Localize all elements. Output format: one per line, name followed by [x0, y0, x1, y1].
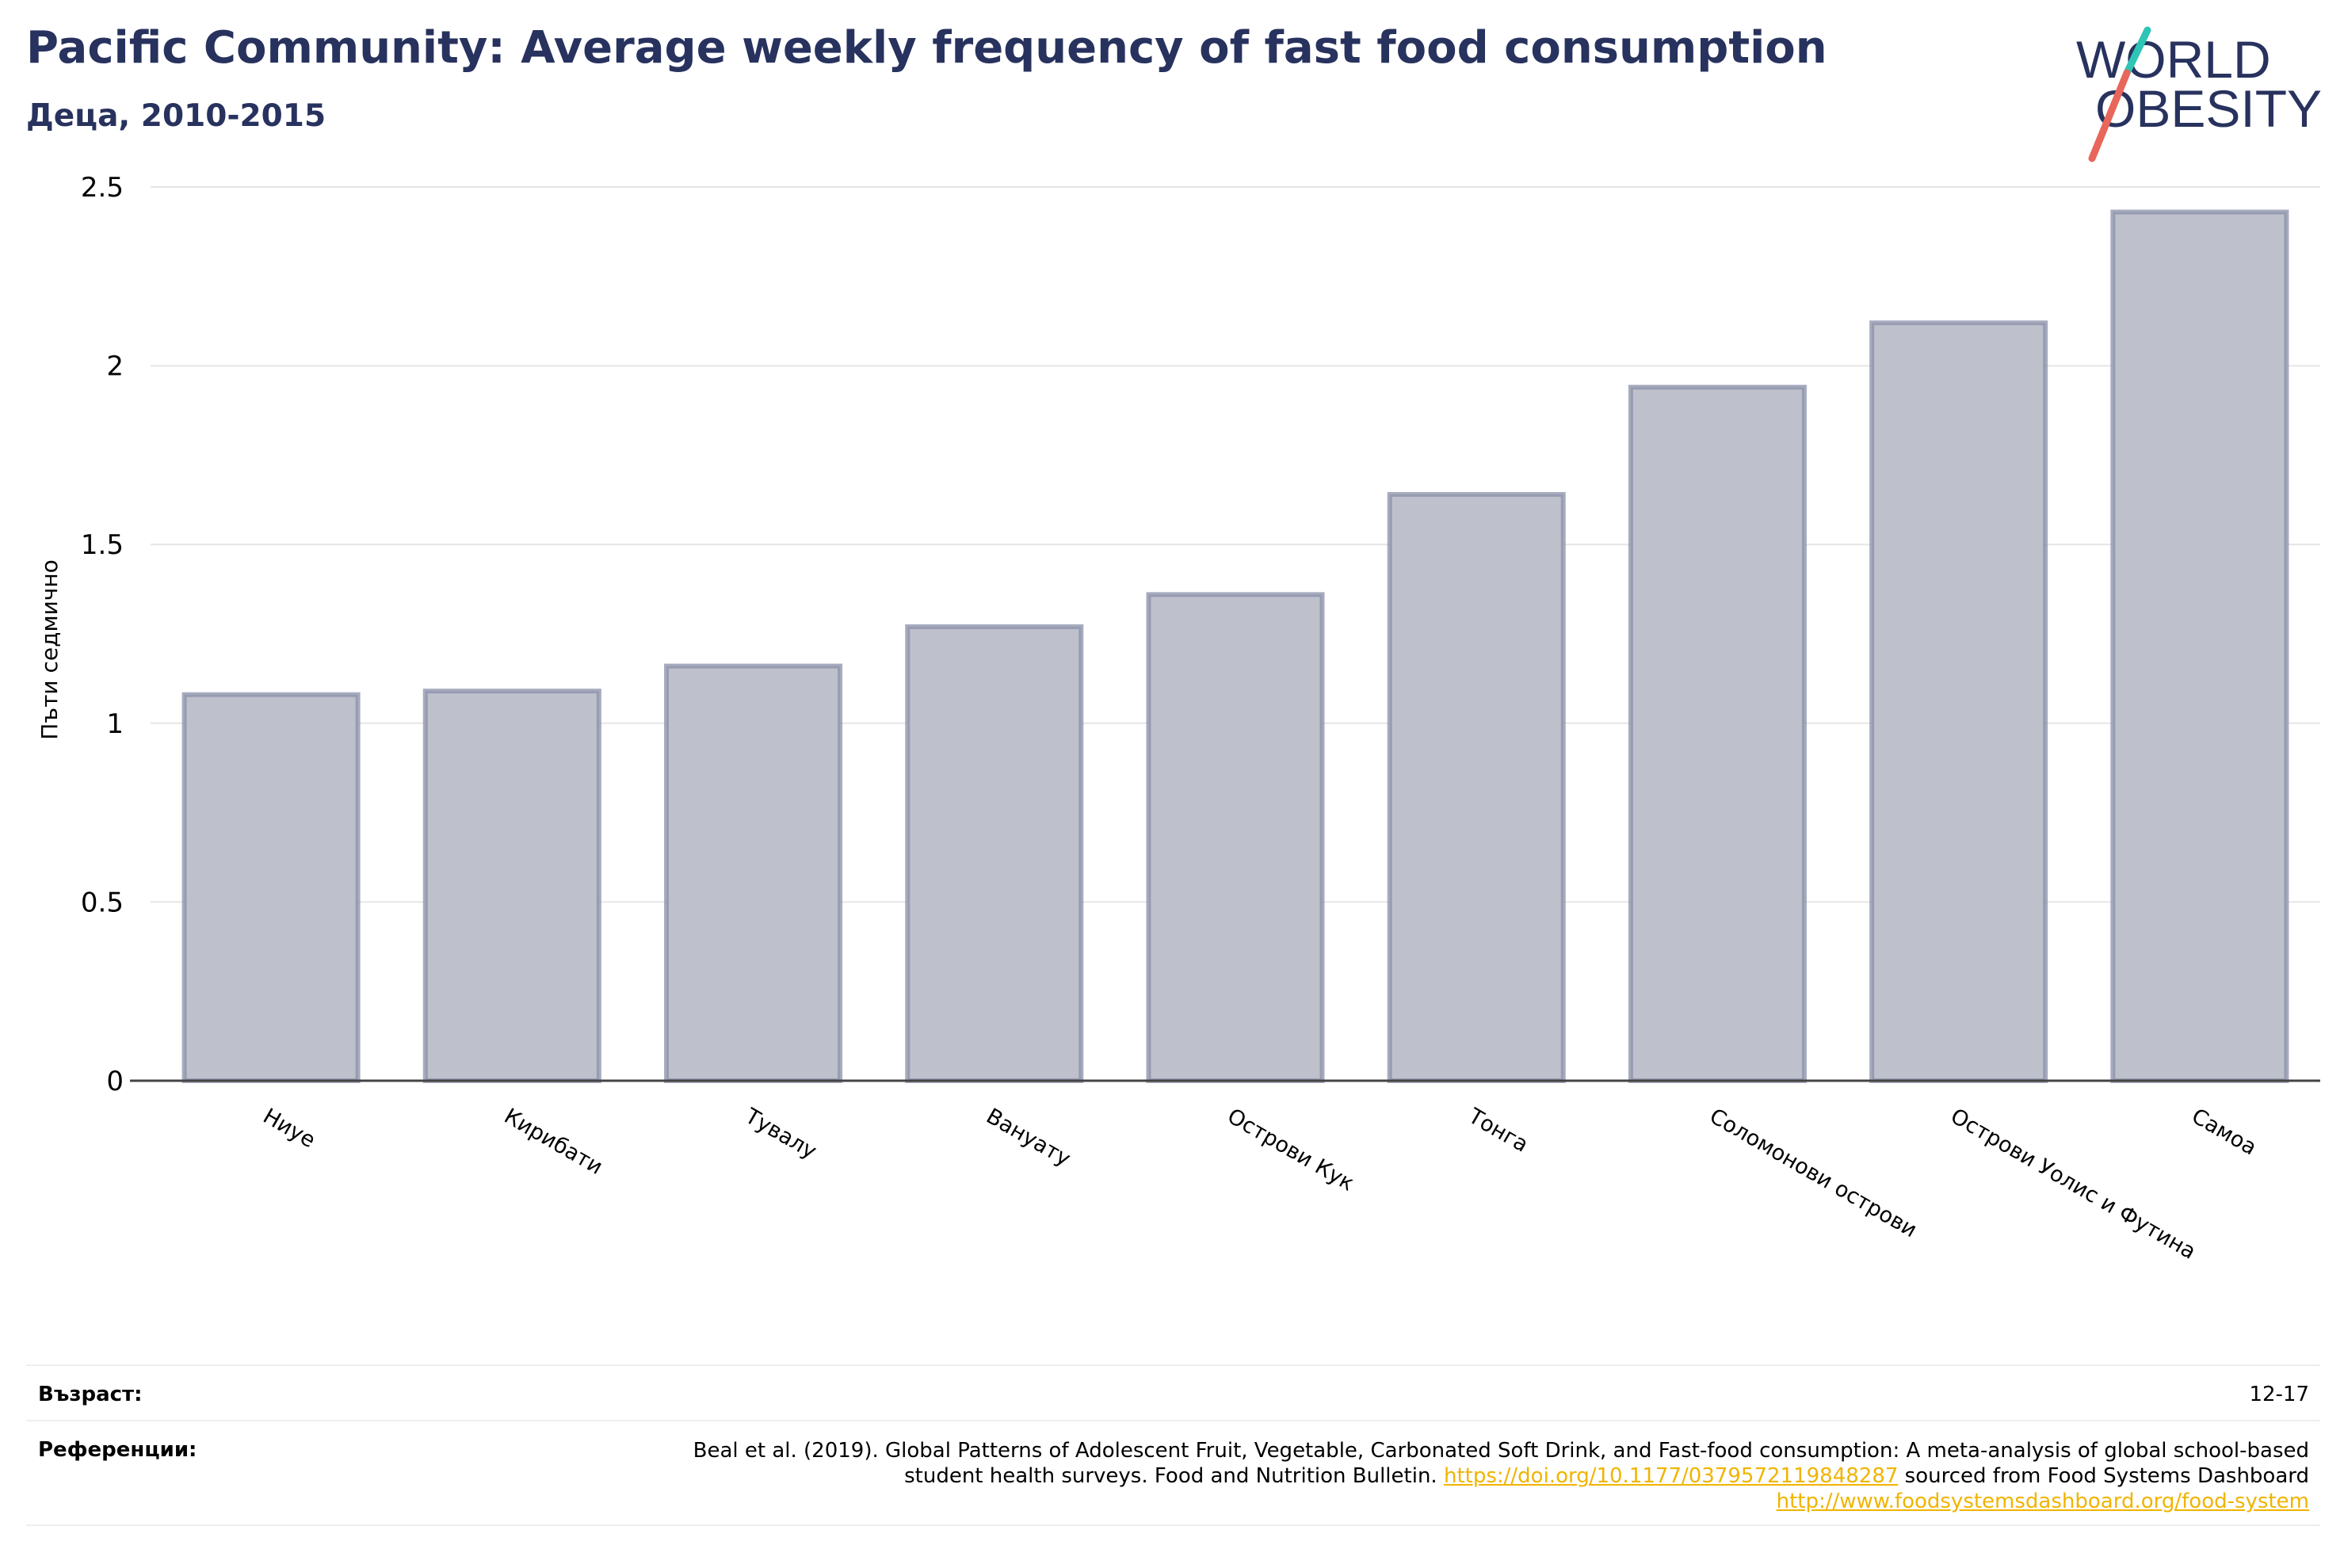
- reference-citation: Beal et al. (2019). Global Patterns of A…: [693, 1439, 2309, 1488]
- x-tick-label: Острови Уолис и Футина: [1946, 1104, 2200, 1265]
- references-text: Beal et al. (2019). Global Patterns of A…: [677, 1438, 2309, 1514]
- dashboard-link[interactable]: http://www.foodsystemsdashboard.org/food…: [1776, 1490, 2309, 1513]
- y-tick-label: 2.5: [81, 172, 124, 204]
- footer-divider-middle: [26, 1420, 2320, 1421]
- reference-source: sourced from Food Systems Dashboard: [1898, 1464, 2309, 1488]
- bars: [181, 209, 2289, 1084]
- y-tick-label: 0: [106, 1066, 124, 1097]
- references-label: Референции:: [38, 1438, 197, 1462]
- logo-word-world: WORLD: [2076, 30, 2271, 89]
- age-label: Възраст:: [38, 1383, 143, 1406]
- logo-slash-teal: [2123, 26, 2151, 77]
- bar: [664, 663, 843, 1083]
- x-tick-label: Ниуе: [259, 1104, 320, 1153]
- logo-word-obesity: OBESITY: [2095, 79, 2322, 138]
- x-tick-label: Тонга: [1464, 1104, 1533, 1158]
- y-tick-label: 1: [106, 708, 124, 740]
- x-tick-label: Острови Кук: [1224, 1104, 1359, 1196]
- footer-divider-bottom: [26, 1524, 2320, 1526]
- bar: [905, 624, 1084, 1083]
- x-tick-label: Самоа: [2187, 1104, 2260, 1160]
- logo-slash-coral: [2088, 69, 2131, 162]
- bar: [181, 692, 361, 1083]
- bar: [1869, 320, 2048, 1083]
- bar: [2110, 209, 2289, 1084]
- y-tick-label: 1.5: [81, 529, 124, 561]
- age-value: 12-17: [2249, 1383, 2309, 1406]
- x-tick-label: Вануату: [982, 1104, 1075, 1171]
- doi-link[interactable]: https://doi.org/10.1177/0379572119848287: [1443, 1464, 1899, 1488]
- bar: [1387, 492, 1566, 1083]
- x-tick-label: Соломонови острови: [1705, 1104, 1921, 1242]
- footer-divider-top: [26, 1364, 2320, 1366]
- x-tick-label: Тувалу: [740, 1104, 820, 1164]
- world-obesity-logo: WORLD OBESITY: [2076, 26, 2322, 162]
- bar-chart: 0 0.5 1 1.5 2 2.5 Ниуе Кирибати Тувалу Вануату Ост…: [36, 172, 2320, 1265]
- y-axis-label: Пъти седмично: [36, 559, 63, 740]
- y-tick-label: 0.5: [81, 887, 124, 918]
- x-tick-label: Кирибати: [500, 1104, 607, 1180]
- bar: [1628, 384, 1807, 1083]
- bar: [1146, 592, 1325, 1083]
- chart-subtitle: Деца, 2010-2015: [26, 98, 326, 134]
- y-tick-label: 2: [106, 351, 124, 383]
- bar: [422, 689, 601, 1084]
- chart-title: Pacific Community: Average weekly freque…: [26, 22, 1827, 74]
